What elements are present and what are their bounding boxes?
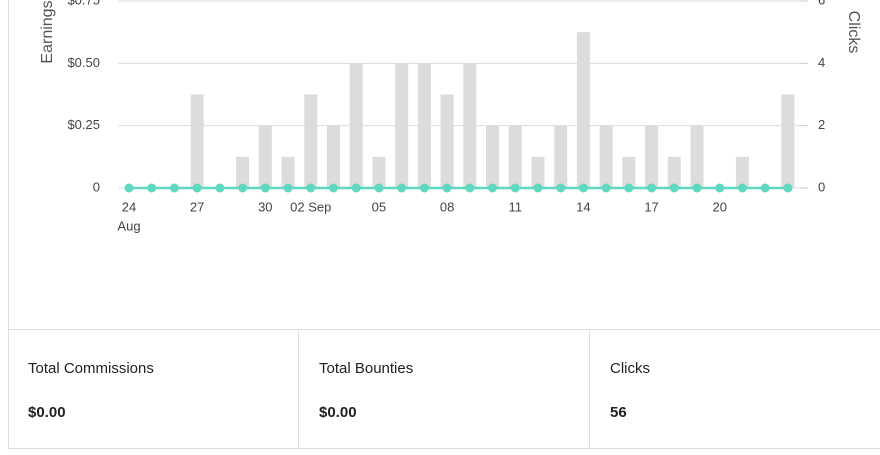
bar <box>508 125 522 188</box>
x-tick-label: 08 <box>440 199 454 214</box>
summary-label: Total Commissions <box>28 360 154 377</box>
bar <box>304 94 318 188</box>
bar <box>258 125 272 188</box>
summary-cell: Total Bounties $0.00 <box>299 330 590 450</box>
y-tick-label: $0.50 <box>67 55 100 70</box>
point <box>510 183 520 193</box>
bar <box>372 156 386 188</box>
point <box>283 183 293 193</box>
point <box>147 183 157 193</box>
point <box>328 183 338 193</box>
summary: Total Commissions $0.00 Total Bounties $0.0… <box>8 329 880 450</box>
y-tick-label: $0.25 <box>67 117 100 132</box>
point <box>215 183 225 193</box>
point <box>601 183 611 193</box>
bar <box>349 63 363 189</box>
y-axis-title: Earnings <box>39 0 56 63</box>
bar <box>326 125 340 188</box>
point <box>442 183 452 193</box>
point <box>737 183 747 193</box>
x-tick-label: 17 <box>644 199 658 214</box>
point <box>624 183 634 193</box>
x-tick-label: 11 <box>508 199 522 214</box>
bar <box>781 94 795 188</box>
point <box>306 183 316 193</box>
y2-tick-label: 2 <box>818 117 825 132</box>
point <box>169 183 179 193</box>
bar <box>281 156 295 188</box>
point <box>488 183 498 193</box>
y-tick-label: 0 <box>93 179 100 194</box>
point <box>238 183 248 193</box>
summary-label: Total Bounties <box>319 360 414 377</box>
panel <box>8 0 880 449</box>
point <box>397 183 407 193</box>
bar <box>622 156 636 188</box>
point <box>669 183 679 193</box>
x-tick-label: 30 <box>258 199 272 214</box>
summary-value: 56 <box>610 404 627 421</box>
bar <box>735 156 749 188</box>
point <box>783 183 793 193</box>
summary-cell: Clicks 56 <box>590 330 880 450</box>
summary-label: Clicks <box>610 360 650 377</box>
bar <box>599 125 613 188</box>
point <box>692 183 702 193</box>
bar <box>576 32 590 188</box>
y-tick-label: $0.75 <box>67 0 100 7</box>
point <box>647 183 657 193</box>
point <box>760 183 770 193</box>
point <box>374 183 384 193</box>
point <box>192 183 202 193</box>
x-tick-label: 05 <box>372 199 386 214</box>
summary-value: $0.00 <box>319 404 357 421</box>
point <box>124 183 134 193</box>
bar <box>667 156 681 188</box>
bar <box>690 125 704 188</box>
x-tick-label: 27 <box>190 199 204 214</box>
bar <box>190 94 204 188</box>
y2-tick-label: 6 <box>818 0 825 7</box>
y2-axis-title: Clicks <box>845 11 862 54</box>
point <box>260 183 270 193</box>
bar <box>554 125 568 188</box>
x-tick-label: 02 Sep <box>290 199 331 214</box>
point <box>351 183 361 193</box>
bar <box>645 125 659 188</box>
point <box>556 183 566 193</box>
x-tick-label: 14 <box>576 199 590 214</box>
y2-tick-label: 4 <box>818 55 825 70</box>
bar <box>531 156 545 188</box>
point <box>419 183 429 193</box>
x-tick-sublabel: Aug <box>117 218 140 233</box>
summary-cell: Total Commissions $0.00 <box>8 330 299 450</box>
point <box>533 183 543 193</box>
point <box>715 183 725 193</box>
summary-value: $0.00 <box>28 404 66 421</box>
bar <box>486 125 500 188</box>
bar <box>417 63 431 189</box>
bar <box>440 94 454 188</box>
bar <box>463 63 477 189</box>
bar <box>395 63 409 189</box>
bar <box>236 156 250 188</box>
x-tick-label: 20 <box>712 199 726 214</box>
chart: Earnings Clicks 0$0.25$0.50$0.7502462427… <box>39 0 862 233</box>
point <box>578 183 588 193</box>
x-tick-label: 24 <box>122 199 136 214</box>
y2-tick-label: 0 <box>818 179 825 194</box>
point <box>465 183 475 193</box>
